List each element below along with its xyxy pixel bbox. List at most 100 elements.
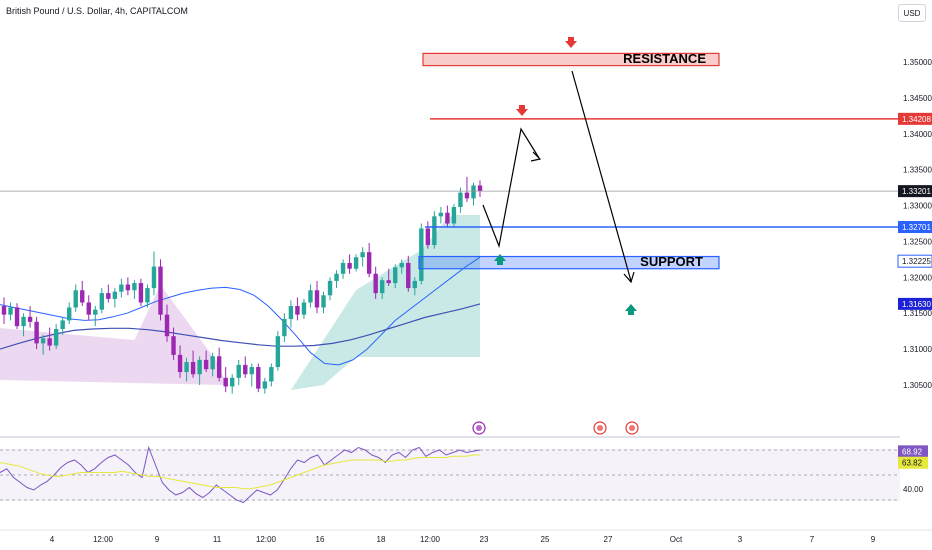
candle-body bbox=[40, 338, 46, 344]
y-axis-tick: 1.31000 bbox=[903, 345, 932, 354]
candle-body bbox=[93, 309, 98, 315]
x-axis-tick: 7 bbox=[810, 535, 815, 544]
candle-body bbox=[295, 306, 300, 315]
chart-title: British Pound / U.S. Dollar, 4h, CAPITAL… bbox=[6, 6, 188, 16]
pane-separator bbox=[0, 436, 900, 438]
currency-button[interactable]: USD bbox=[898, 4, 926, 22]
bullish-zone bbox=[290, 215, 480, 390]
rsi-tick-label: 40.00 bbox=[903, 485, 924, 494]
candle-body bbox=[373, 273, 378, 294]
price-badge bbox=[898, 185, 932, 198]
price-badge bbox=[898, 297, 932, 310]
x-axis-tick: 16 bbox=[316, 535, 325, 544]
event-icon-dot bbox=[629, 425, 635, 431]
x-axis-tick: 23 bbox=[480, 535, 489, 544]
candle-body bbox=[145, 288, 150, 303]
candle-body bbox=[412, 280, 417, 289]
candle-body bbox=[177, 354, 183, 373]
candle-body bbox=[197, 359, 202, 375]
candle-body bbox=[438, 212, 444, 217]
rsi-ma-badge-label: 63.82 bbox=[902, 459, 923, 468]
candle-body bbox=[393, 267, 398, 284]
candle-body bbox=[34, 321, 39, 344]
y-axis-tick: 1.31500 bbox=[903, 309, 932, 318]
price-badge-label: 1.32701 bbox=[902, 223, 931, 232]
event-icon-dot bbox=[597, 425, 603, 431]
ma-line-fast bbox=[0, 256, 481, 366]
rsi-badge-label: 68.92 bbox=[902, 447, 923, 456]
x-axis-tick: 25 bbox=[541, 535, 550, 544]
x-axis-tick: 27 bbox=[604, 535, 613, 544]
candle-body bbox=[425, 228, 431, 246]
candle-body bbox=[249, 367, 254, 375]
candle-body bbox=[190, 362, 196, 375]
candle-body bbox=[445, 212, 450, 224]
ma-line-slow bbox=[0, 303, 481, 350]
price-badge-label: 1.33201 bbox=[902, 187, 931, 196]
candle-body bbox=[419, 228, 424, 281]
price-badge-label: 1.34208 bbox=[902, 115, 931, 124]
candle-body bbox=[379, 280, 385, 294]
candle-body bbox=[223, 377, 228, 387]
projection-arrowhead bbox=[530, 151, 542, 162]
x-axis-tick: 12:00 bbox=[93, 535, 114, 544]
candle-body bbox=[106, 293, 111, 299]
x-axis-tick: 11 bbox=[213, 535, 222, 544]
candle-body bbox=[8, 307, 13, 315]
candle-body bbox=[399, 262, 404, 268]
x-axis-tick: Oct bbox=[670, 535, 683, 544]
candle-body bbox=[73, 290, 78, 308]
candle-body bbox=[60, 320, 65, 330]
candle-body bbox=[262, 381, 268, 389]
support-label: SUPPORT bbox=[640, 254, 703, 269]
rsi-line bbox=[0, 445, 481, 504]
y-axis-tick: 1.32500 bbox=[903, 237, 932, 246]
candle-body bbox=[151, 266, 157, 289]
price-badge bbox=[898, 112, 932, 125]
event-icon-dot bbox=[476, 425, 482, 431]
rsi-ma-badge bbox=[898, 456, 928, 469]
candle-body bbox=[451, 206, 457, 224]
candle-body bbox=[347, 262, 352, 269]
y-axis-tick: 1.33500 bbox=[903, 166, 932, 175]
candle-body bbox=[132, 283, 137, 291]
candle-body bbox=[360, 252, 365, 258]
candle-body bbox=[288, 306, 294, 319]
rsi-ma-line bbox=[0, 454, 480, 490]
resistance-label: RESISTANCE bbox=[623, 51, 706, 66]
candle-body bbox=[138, 283, 144, 303]
candle-body bbox=[471, 185, 476, 199]
x-axis-tick: 9 bbox=[871, 535, 876, 544]
candle-body bbox=[86, 302, 91, 315]
x-axis-tick: 4 bbox=[50, 535, 55, 544]
down-arrow-icon bbox=[516, 105, 528, 116]
candle-body bbox=[99, 293, 105, 310]
candle-body bbox=[171, 336, 176, 355]
down-arrow-icon bbox=[565, 37, 577, 48]
rsi-badge bbox=[898, 445, 928, 458]
bearish-zone bbox=[0, 285, 226, 385]
y-axis-tick: 1.35000 bbox=[903, 58, 932, 67]
candle-body bbox=[1, 306, 7, 315]
x-axis-tick: 12:00 bbox=[420, 535, 441, 544]
y-axis-tick: 1.33000 bbox=[903, 202, 932, 211]
candle-body bbox=[314, 290, 320, 308]
candle-body bbox=[80, 290, 85, 303]
candle-body bbox=[210, 356, 215, 370]
candle-body bbox=[366, 252, 372, 274]
y-axis-tick: 1.30500 bbox=[903, 381, 932, 390]
price-badge bbox=[897, 254, 932, 268]
candle-body bbox=[158, 266, 163, 315]
candle-body bbox=[14, 307, 20, 327]
candle-body bbox=[432, 216, 437, 246]
y-axis-tick: 1.34000 bbox=[903, 130, 932, 139]
price-badge-label: 1.31630 bbox=[902, 300, 931, 309]
projection-path-2 bbox=[571, 70, 632, 282]
candle-body bbox=[301, 302, 307, 315]
candle-body bbox=[236, 364, 241, 378]
candle-body bbox=[406, 262, 411, 289]
candle-body bbox=[340, 262, 346, 274]
candle-body bbox=[386, 280, 391, 284]
candle-body bbox=[458, 192, 463, 207]
